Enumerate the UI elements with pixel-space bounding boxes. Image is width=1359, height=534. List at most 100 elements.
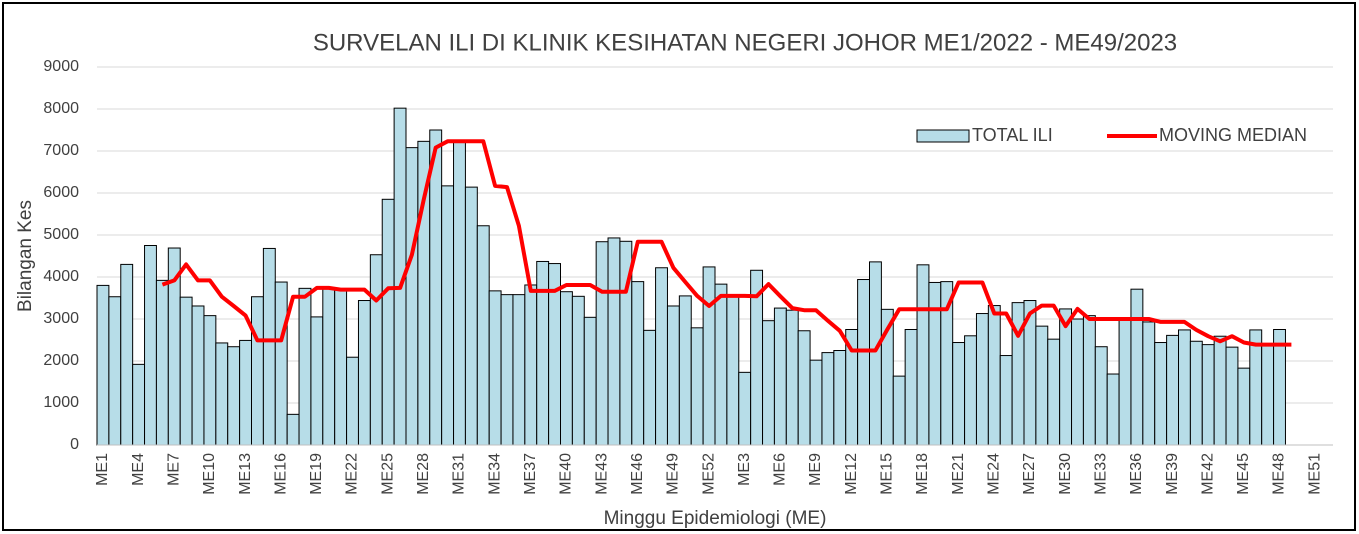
bar: [96, 284, 110, 446]
x-tick-label: ME25: [379, 453, 396, 495]
x-tick-label: ME28: [415, 453, 432, 495]
bar: [1166, 334, 1179, 446]
bar: [607, 237, 621, 446]
x-tick-label: ME22: [344, 453, 361, 495]
bar: [1249, 329, 1263, 446]
bar: [773, 307, 787, 446]
bar: [714, 283, 728, 446]
x-tick-label: ME19: [308, 453, 325, 495]
bar: [571, 295, 585, 446]
bar: [904, 329, 918, 446]
bar: [1213, 335, 1227, 446]
bar: [666, 305, 680, 446]
bar: [655, 267, 668, 446]
bar: [975, 313, 989, 446]
bar: [726, 295, 740, 446]
bar: [833, 350, 847, 446]
bar: [1059, 308, 1073, 446]
x-tick-label: ME9: [807, 453, 824, 486]
bar: [1118, 318, 1132, 446]
bar: [464, 186, 478, 446]
x-tick-label: ME48: [1271, 453, 1288, 495]
x-tick-label: ME52: [700, 453, 717, 495]
x-tick-label: ME36: [1128, 453, 1145, 495]
x-tick-label: ME39: [1164, 453, 1181, 495]
bar: [952, 342, 966, 446]
bar: [738, 371, 752, 446]
bar: [583, 316, 597, 446]
x-tick-label: ME42: [1199, 453, 1216, 495]
bar: [1189, 340, 1203, 446]
bar: [643, 329, 657, 446]
x-tick-label: ME30: [1057, 453, 1074, 495]
bar: [1071, 318, 1084, 446]
bar: [785, 309, 799, 446]
bar: [821, 352, 835, 446]
bar: [512, 294, 526, 446]
bar: [857, 279, 870, 446]
bar: [1201, 344, 1215, 446]
legend-swatch: [916, 129, 970, 143]
bar: [120, 263, 134, 446]
y-tick-label: 7000: [43, 142, 79, 159]
x-axis-label: Minggu Epidemiologi (ME): [604, 508, 827, 529]
bar: [524, 284, 538, 446]
bar: [1130, 288, 1144, 446]
bar: [869, 261, 882, 446]
bar: [762, 320, 775, 446]
bar: [179, 296, 193, 446]
x-tick-label: ME49: [665, 453, 682, 495]
x-tick-label: ME18: [914, 453, 931, 495]
bar: [1178, 329, 1191, 446]
y-tick-label: 8000: [43, 100, 79, 117]
x-tick-label: ME34: [486, 453, 503, 495]
bar: [1225, 346, 1239, 446]
bar: [488, 290, 502, 446]
y-tick-label: 4000: [43, 268, 79, 285]
bar: [441, 185, 455, 446]
legend-label: TOTAL ILI: [972, 125, 1053, 145]
bar: [203, 315, 217, 446]
bar: [631, 281, 645, 446]
bar: [1273, 329, 1286, 446]
bar: [108, 296, 122, 446]
x-tick-label: ME21: [950, 453, 967, 495]
bar: [274, 281, 288, 446]
bar: [595, 241, 609, 446]
y-tick-label: 0: [70, 436, 79, 453]
bar: [1035, 325, 1049, 446]
bar: [334, 289, 348, 446]
x-tick-label: ME33: [1092, 453, 1109, 495]
y-tick-label: 3000: [43, 310, 79, 327]
bar: [132, 363, 146, 446]
bar: [999, 355, 1013, 446]
y-tick-label: 1000: [43, 394, 79, 411]
legend-label: MOVING MEDIAN: [1159, 125, 1307, 145]
bar: [144, 245, 157, 446]
x-tick-label: ME43: [593, 453, 610, 495]
bar: [476, 225, 490, 446]
x-tick-label: ME24: [986, 453, 1003, 495]
bar: [262, 247, 276, 446]
bar: [346, 356, 359, 446]
chart-title: SURVELAN ILI DI KLINIK KESIHATAN NEGERI …: [313, 29, 1177, 56]
bar: [1047, 338, 1061, 446]
y-tick-label: 5000: [43, 226, 79, 243]
bar: [227, 346, 241, 446]
bar: [916, 264, 930, 446]
y-axis-label: Bilangan Kes: [15, 200, 36, 312]
bar: [797, 330, 811, 446]
x-tick-label: ME10: [201, 453, 218, 495]
x-tick-label: ME1: [94, 453, 111, 486]
bar: [1261, 344, 1275, 446]
bar: [215, 342, 229, 446]
x-tick-label: ME4: [130, 453, 147, 486]
x-tick-label: ME27: [1021, 453, 1038, 495]
bar: [381, 198, 395, 446]
x-tick-label: ME15: [879, 453, 896, 495]
y-tick-label: 2000: [43, 352, 79, 369]
bar: [1094, 346, 1108, 446]
x-tick-label: ME51: [1306, 453, 1323, 495]
